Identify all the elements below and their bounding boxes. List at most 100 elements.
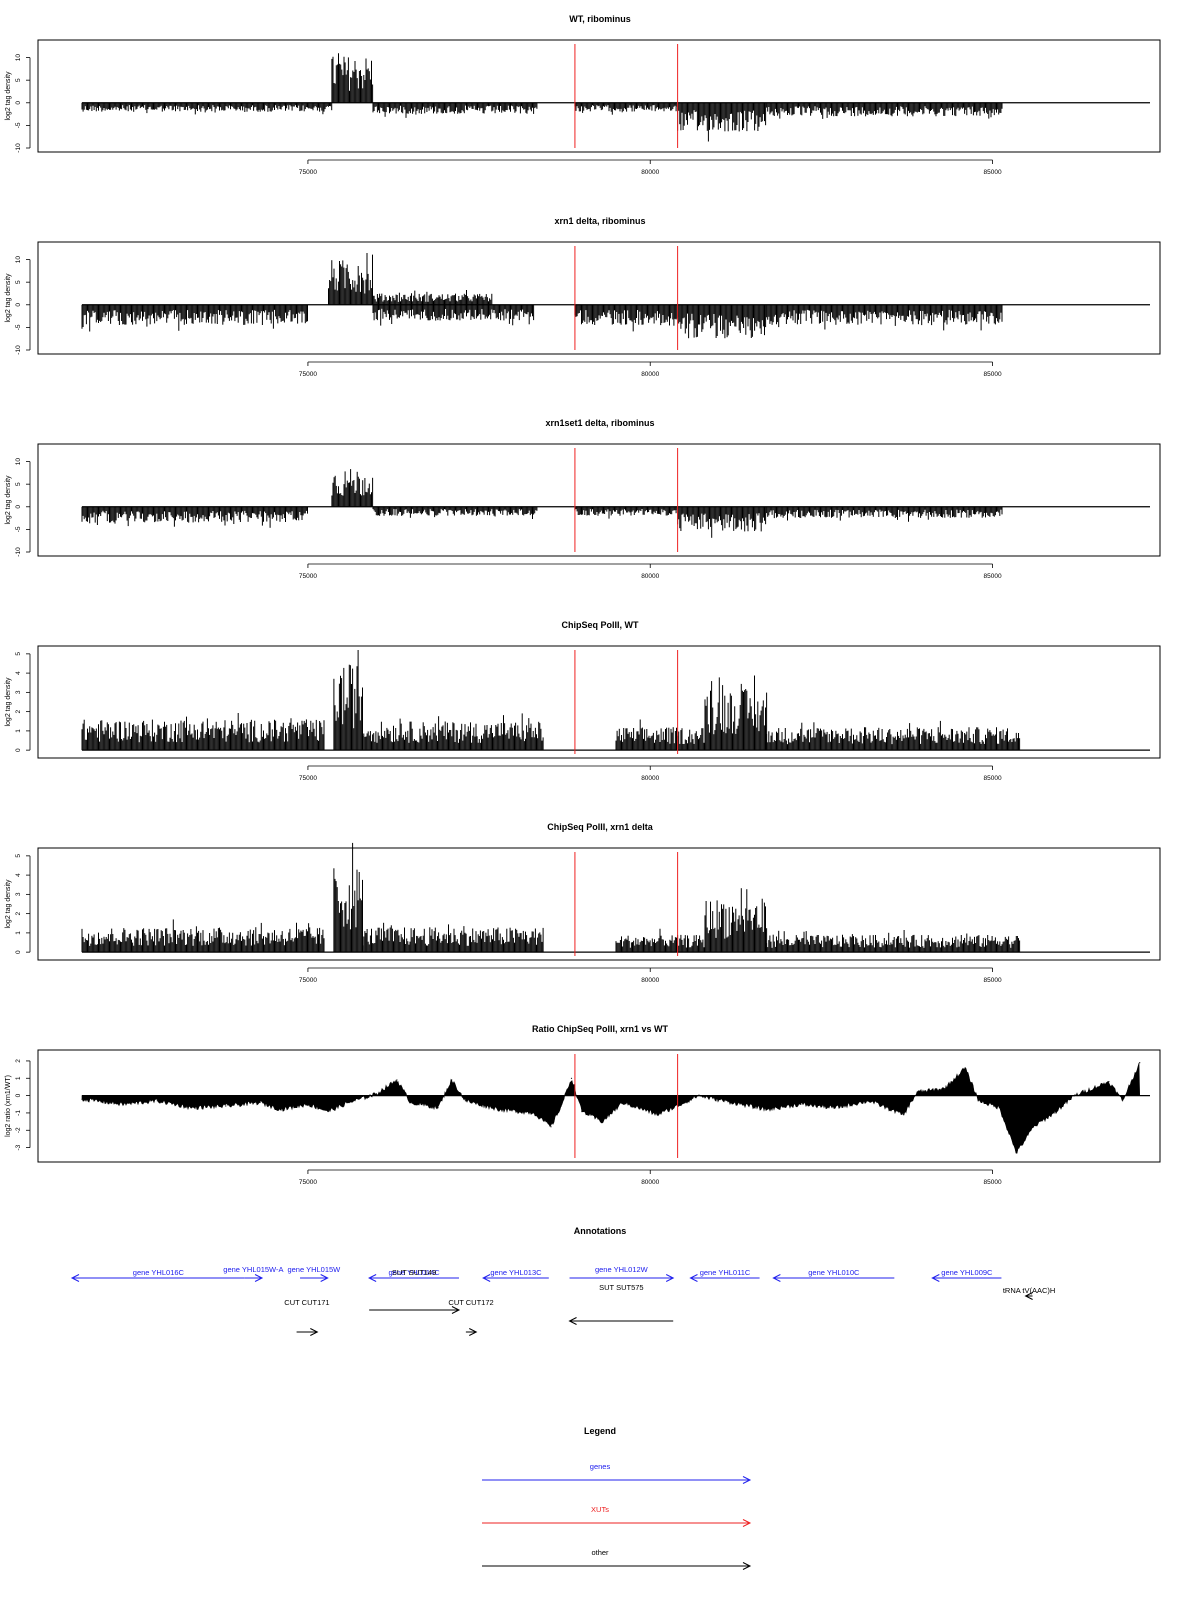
feature-label: CUT CUT171 bbox=[284, 1298, 329, 1307]
arrow-head bbox=[568, 1317, 577, 1325]
ratio-point bbox=[916, 1091, 918, 1093]
ratio-point bbox=[1108, 1081, 1110, 1083]
plot-frame bbox=[37, 1049, 1161, 1163]
arrow-head bbox=[310, 1328, 319, 1336]
panel-title: xrn1 delta, ribominus bbox=[554, 216, 645, 226]
y-tick-label: -3 bbox=[15, 1144, 22, 1150]
legend-item-arrow bbox=[482, 1476, 752, 1484]
panel-title: ChipSeq PolII, xrn1 delta bbox=[547, 822, 654, 832]
x-tick-label: 85000 bbox=[983, 573, 1001, 580]
x-tick-label: 80000 bbox=[641, 371, 659, 378]
y-tick-label: 10 bbox=[15, 256, 22, 264]
feature-arrow bbox=[300, 1274, 329, 1282]
y-axis-label: log2 tag density bbox=[5, 475, 12, 525]
ratio-point bbox=[622, 1101, 624, 1104]
y-axis-label: log2 tag density bbox=[5, 677, 12, 727]
ratio-point bbox=[731, 1101, 734, 1104]
y-tick-label: 0 bbox=[15, 950, 22, 954]
arrow-head bbox=[70, 1274, 80, 1282]
y-tick-label: -10 bbox=[15, 345, 22, 355]
panel-6: Ratio ChipSeq PolII, xrn1 vs WT -3 -2 -1 0 1 2… bbox=[5, 1024, 1161, 1186]
y-tick-label: -10 bbox=[15, 143, 22, 153]
feature-label: gene YHL016C bbox=[133, 1268, 185, 1277]
feature-arrow bbox=[296, 1328, 319, 1336]
x-tick-label: 85000 bbox=[983, 169, 1001, 176]
ratio-point bbox=[868, 1100, 870, 1102]
y-tick-label: 10 bbox=[15, 54, 22, 62]
feature-label: gene YHL010C bbox=[808, 1268, 860, 1277]
data-marks bbox=[81, 1062, 1141, 1154]
arrow-head bbox=[689, 1274, 698, 1282]
ratio-area bbox=[81, 1062, 1141, 1154]
ratio-point bbox=[156, 1100, 158, 1102]
x-tick-label: 85000 bbox=[983, 371, 1001, 378]
x-tick-label: 85000 bbox=[983, 775, 1001, 782]
feature-arrow bbox=[244, 1274, 264, 1282]
y-tick-label: 0 bbox=[15, 748, 22, 752]
feature-arrow bbox=[689, 1274, 760, 1282]
x-tick-label: 80000 bbox=[641, 169, 659, 176]
plot-frame bbox=[37, 847, 1161, 961]
x-tick-label: 85000 bbox=[983, 1179, 1001, 1186]
x-tick-label: 75000 bbox=[299, 1179, 317, 1186]
ratio-point bbox=[1015, 1152, 1018, 1154]
ratio-point bbox=[902, 1114, 905, 1116]
ratio-point bbox=[1033, 1126, 1035, 1128]
ratio-point bbox=[1122, 1100, 1124, 1102]
y-tick-label: 5 bbox=[15, 854, 22, 858]
ratio-point bbox=[944, 1088, 946, 1090]
y-tick-label: 5 bbox=[15, 78, 22, 82]
y-tick-label: 5 bbox=[15, 280, 22, 284]
ratio-point bbox=[190, 1107, 193, 1109]
ratio-point bbox=[570, 1077, 573, 1079]
arrow-head bbox=[665, 1274, 675, 1282]
arrow-head bbox=[254, 1274, 264, 1282]
ratio-point bbox=[998, 1107, 1001, 1109]
arrow-head bbox=[931, 1274, 940, 1282]
ratio-point bbox=[550, 1126, 552, 1128]
legend-item-label: other bbox=[591, 1548, 609, 1557]
feature-label: gene YHL014C bbox=[388, 1268, 440, 1277]
y-tick-label: 5 bbox=[15, 652, 22, 656]
ratio-point bbox=[581, 1110, 583, 1112]
panel-title: WT, ribominus bbox=[569, 14, 631, 24]
ratio-point bbox=[375, 1093, 377, 1095]
feature-label: tRNA tV(AAC)H bbox=[1003, 1286, 1056, 1295]
x-tick-label: 80000 bbox=[641, 775, 659, 782]
feature-label: gene YHL015W bbox=[287, 1265, 341, 1274]
y-tick-label: 1 bbox=[15, 931, 22, 935]
ratio-point bbox=[327, 1110, 330, 1112]
data-marks bbox=[81, 469, 1003, 538]
ratio-point bbox=[560, 1105, 562, 1107]
legend-item-label: XUTs bbox=[591, 1505, 609, 1514]
legend-title: Legend bbox=[584, 1426, 616, 1436]
ratio-point bbox=[348, 1101, 350, 1104]
arrow-head bbox=[451, 1306, 461, 1314]
y-tick-label: -5 bbox=[15, 324, 22, 330]
panel-title: Ratio ChipSeq PolII, xrn1 vs WT bbox=[532, 1024, 669, 1034]
ratio-point bbox=[225, 1105, 227, 1107]
feature-label: gene YHL009C bbox=[941, 1268, 993, 1277]
x-tick-label: 80000 bbox=[641, 977, 659, 984]
y-tick-label: 2 bbox=[15, 911, 22, 915]
ratio-point bbox=[964, 1067, 966, 1069]
y-axis-label: log2 tag density bbox=[5, 879, 12, 929]
ratio-point bbox=[259, 1101, 261, 1104]
legend-item-label: genes bbox=[590, 1462, 611, 1471]
panel-2: xrn1 delta, ribominus -10 -5 0 5 10 log2 tag d… bbox=[5, 216, 1161, 378]
x-tick-label: 75000 bbox=[299, 169, 317, 176]
ratio-point bbox=[533, 1112, 535, 1114]
feature-arrow bbox=[772, 1274, 895, 1282]
plot-frame bbox=[37, 39, 1161, 153]
y-tick-label: 1 bbox=[15, 729, 22, 733]
x-tick-label: 80000 bbox=[641, 1179, 659, 1186]
plot-frame bbox=[37, 645, 1161, 759]
legend: Legend genes XUTs other bbox=[482, 1426, 752, 1570]
panel-title: ChipSeq PolII, WT bbox=[562, 620, 639, 630]
y-tick-label: 2 bbox=[15, 709, 22, 713]
panel-1: WT, ribominus -10 -5 0 5 10 log2 tag density 75… bbox=[5, 14, 1161, 176]
data-marks bbox=[81, 53, 1003, 142]
x-tick-label: 85000 bbox=[983, 977, 1001, 984]
ratio-point bbox=[307, 1103, 309, 1105]
